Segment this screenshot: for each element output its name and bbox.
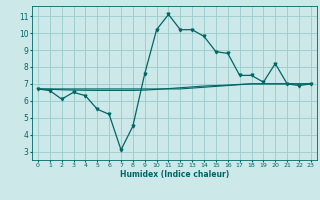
- X-axis label: Humidex (Indice chaleur): Humidex (Indice chaleur): [120, 170, 229, 179]
